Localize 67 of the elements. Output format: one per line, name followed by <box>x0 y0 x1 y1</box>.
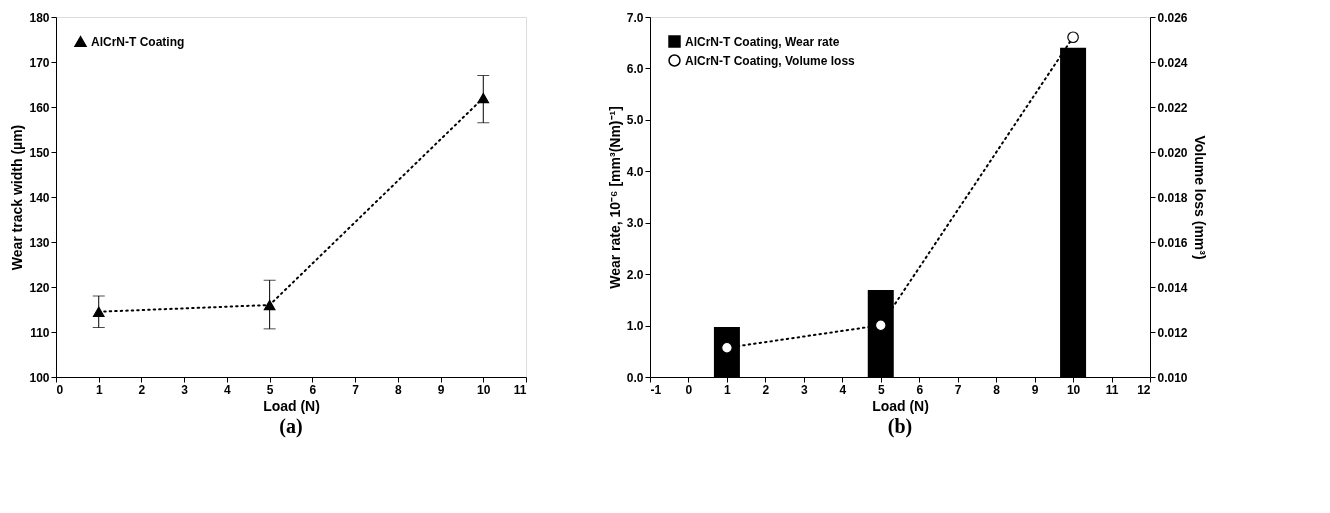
y2-tick-label: 0.022 <box>1157 100 1188 115</box>
y2-tick-label: 0.026 <box>1157 10 1188 25</box>
x-tick-label: 4 <box>839 382 847 397</box>
x-tick-label: 8 <box>394 382 402 397</box>
y-tick-label: 120 <box>29 280 50 295</box>
point <box>477 92 490 104</box>
y2-tick-label: 0.014 <box>1157 280 1188 295</box>
x-tick-label: 11 <box>513 382 527 397</box>
x-tick-label: 4 <box>224 382 232 397</box>
x-tick-label: 11 <box>1105 382 1119 397</box>
x-tick-label: 10 <box>477 382 491 397</box>
y-tick-label: 160 <box>29 100 50 115</box>
y2-tick-label: 0.020 <box>1157 145 1188 160</box>
x-tick-label: 1 <box>724 382 732 397</box>
x-tick-label: 9 <box>437 382 445 397</box>
x-tick-label: 2 <box>138 382 146 397</box>
x-tick-label: 7 <box>954 382 962 397</box>
y2-tick-label: 0.010 <box>1157 370 1188 385</box>
y-tick-label: 3.0 <box>626 216 644 231</box>
y2-tick-label: 0.024 <box>1157 55 1188 70</box>
y2-tick-label: 0.012 <box>1157 325 1188 340</box>
y-tick-label: 2.0 <box>626 267 644 282</box>
point <box>874 319 887 332</box>
x-tick-label: 6 <box>309 382 317 397</box>
y-tick-label: 150 <box>29 145 50 160</box>
text: (a) <box>279 415 303 438</box>
y-tick-label: 7.0 <box>626 10 644 25</box>
y2-tick-label: 0.018 <box>1157 190 1188 205</box>
legend-label: AlCrN-T Coating <box>91 34 185 49</box>
x-tick-label: 6 <box>916 382 924 397</box>
y2-axis-title: Volume loss (mm³) <box>1191 135 1208 260</box>
x-axis-title: Load (N) <box>872 397 929 414</box>
x-tick-label: 0 <box>56 382 64 397</box>
x-axis-title: Load (N) <box>263 397 320 414</box>
y-tick-label: 4.0 <box>626 164 644 179</box>
y-axis-title: Wear rate, 10⁻⁶ [mm³(Nm)⁻¹] <box>606 106 623 289</box>
x-tick-label: 12 <box>1137 382 1151 397</box>
x-tick-label: 0 <box>685 382 693 397</box>
x-tick-label: 9 <box>1031 382 1039 397</box>
x-tick-label: 1 <box>95 382 103 397</box>
y-tick-label: 100 <box>29 370 50 385</box>
x-tick-label: 3 <box>181 382 189 397</box>
y-axis-title: Wear track width (µm) <box>9 124 26 271</box>
y-tick-label: 110 <box>30 325 50 340</box>
x-tick-label: 5 <box>266 382 274 397</box>
legend-label: AlCrN-T Coating, Volume loss <box>685 53 856 68</box>
y-tick-label: 170 <box>29 55 50 70</box>
y2-tick-label: 0.016 <box>1157 235 1188 250</box>
x-tick-label: 5 <box>877 382 885 397</box>
point <box>1067 31 1079 44</box>
y-tick-label: 5.0 <box>626 113 644 128</box>
y-tick-label: 1.0 <box>626 319 644 334</box>
y-tick-label: 180 <box>29 10 50 25</box>
legend-label: AlCrN-T Coating, Wear rate <box>685 34 840 49</box>
y-tick-label: 130 <box>29 235 50 250</box>
y-tick-label: 6.0 <box>626 61 644 76</box>
y-tick-label: 0.0 <box>626 370 644 385</box>
x-tick-label: 7 <box>352 382 360 397</box>
point <box>263 299 276 311</box>
x-tick-label: 2 <box>762 382 770 397</box>
x-tick-label: 10 <box>1066 382 1081 397</box>
text: (b) <box>887 415 913 438</box>
y-tick-label: 140 <box>29 190 50 205</box>
point <box>92 306 105 317</box>
x-tick-label: 8 <box>993 382 1001 397</box>
x-tick-label: -1 <box>650 382 662 397</box>
x-tick-label: 3 <box>801 382 808 397</box>
